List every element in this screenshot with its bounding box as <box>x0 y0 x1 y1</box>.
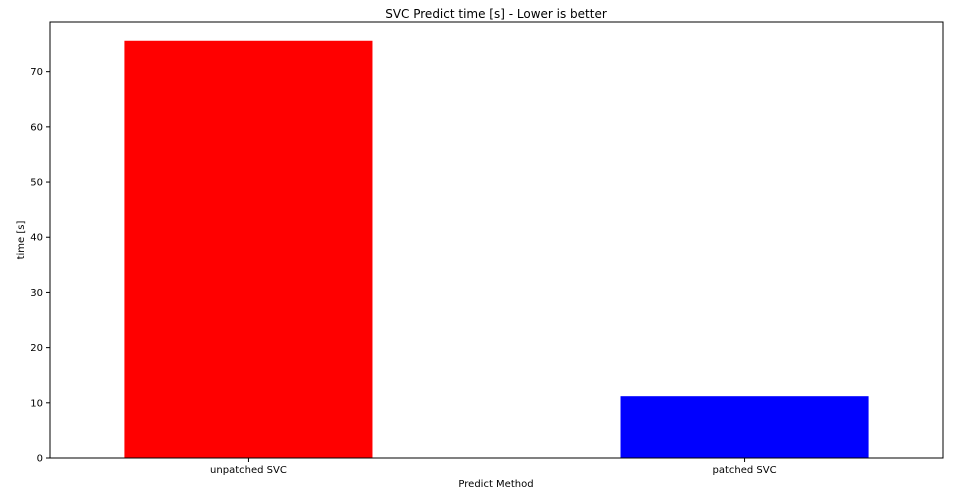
y-tick-label: 50 <box>30 178 43 189</box>
x-tick-label: patched SVC <box>713 465 777 476</box>
y-tick-label: 10 <box>30 398 43 409</box>
y-tick-label: 60 <box>30 122 43 133</box>
y-tick-label: 40 <box>30 233 43 244</box>
y-tick-label: 30 <box>30 288 43 299</box>
bars-layer <box>124 40 869 458</box>
y-tick-label: 0 <box>37 454 43 465</box>
bar-unpatched-svc <box>124 40 373 458</box>
plot-frame <box>49 21 944 459</box>
chart-title: SVC Predict time [s] - Lower is better <box>385 7 607 21</box>
y-axis: 0 10 20 30 40 50 60 70 <box>30 67 50 465</box>
y-tick-label: 70 <box>30 67 43 78</box>
bar-patched-svc <box>620 396 869 458</box>
x-axis-label: Predict Method <box>458 479 533 490</box>
x-axis: unpatched SVC patched SVC <box>210 458 777 476</box>
y-tick-label: 20 <box>30 343 43 354</box>
x-tick-label: unpatched SVC <box>210 465 287 476</box>
y-axis-label: time [s] <box>16 221 27 260</box>
